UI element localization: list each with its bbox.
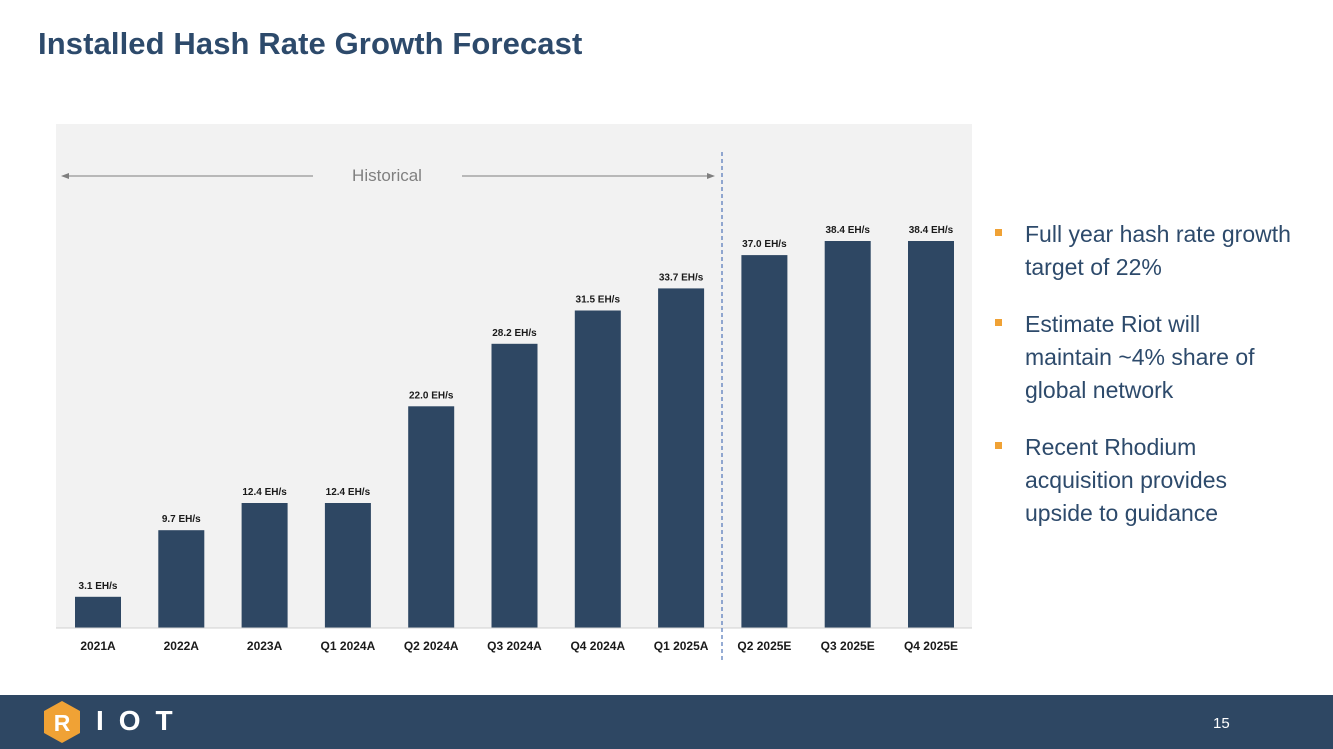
bullet-text: Recent Rhodium acquisition provides upsi… xyxy=(1025,434,1228,526)
x-tick-label: Q2 2024A xyxy=(404,639,459,653)
x-tick-label: Q4 2025E xyxy=(904,639,958,653)
bar-value-label: 28.2 EH/s xyxy=(492,328,537,339)
x-tick-label: Q1 2025A xyxy=(654,639,709,653)
bar-value-label: 9.7 EH/s xyxy=(162,514,201,525)
historical-label: Historical xyxy=(352,166,422,185)
bar-q3-2025e xyxy=(824,241,871,628)
bar-q3-2024a xyxy=(491,343,538,628)
x-tick-label: Q4 2024A xyxy=(570,639,625,653)
bar-2023a xyxy=(241,503,288,628)
bullet-item: Estimate Riot will maintain ~4% share of… xyxy=(993,308,1293,407)
bullet-text: Estimate Riot will maintain ~4% share of… xyxy=(1025,311,1255,403)
bullet-text: Full year hash rate growth target of 22% xyxy=(1025,221,1291,280)
bar-q4-2024a xyxy=(574,310,621,628)
page-number: 15 xyxy=(1213,715,1230,732)
x-tick-label: 2023A xyxy=(247,639,283,653)
hash-rate-chart: 3.1 EH/s 2021A 9.7 EH/s 2022A 12.4 EH/s 2023A… xyxy=(56,124,972,660)
bar-value-label: 37.0 EH/s xyxy=(742,239,787,250)
riot-logo-icon: R xyxy=(44,701,80,743)
x-tick-label: Q1 2024A xyxy=(321,639,376,653)
bar-q1-2025a xyxy=(658,288,705,628)
bar-2022a xyxy=(158,530,205,628)
bar-value-label: 3.1 EH/s xyxy=(79,581,118,592)
bar-value-label: 22.0 EH/s xyxy=(409,390,454,401)
bar-q2-2025e xyxy=(741,255,788,628)
bar-q1-2024a xyxy=(324,503,371,628)
bar-value-label: 12.4 EH/s xyxy=(326,487,371,498)
logo-letter: R xyxy=(54,710,71,736)
x-tick-label: 2021A xyxy=(80,639,116,653)
bar-q2-2024a xyxy=(408,406,455,628)
bullet-square-icon xyxy=(995,229,1002,236)
bar-value-label: 31.5 EH/s xyxy=(576,295,621,306)
bar-2021a xyxy=(75,596,121,628)
x-tick-label: Q3 2024A xyxy=(487,639,542,653)
bar-value-label: 38.4 EH/s xyxy=(825,225,870,236)
bar-q4-2025e xyxy=(908,241,954,628)
bar-value-label: 33.7 EH/s xyxy=(659,272,704,283)
arrow-left-head-icon xyxy=(61,173,69,179)
x-tick-label: Q3 2025E xyxy=(821,639,875,653)
logo-wordmark: IOT xyxy=(96,705,188,736)
x-tick-label: Q2 2025E xyxy=(737,639,791,653)
bar-value-label: 12.4 EH/s xyxy=(242,487,287,498)
key-points-list: Full year hash rate growth target of 22%… xyxy=(993,218,1293,554)
bullet-square-icon xyxy=(995,442,1002,449)
x-tick-label: 2022A xyxy=(164,639,200,653)
footer-bar: R IOT 15 xyxy=(0,695,1333,749)
bar-value-label: 38.4 EH/s xyxy=(909,225,954,236)
bullet-item: Recent Rhodium acquisition provides upsi… xyxy=(993,431,1293,530)
arrow-right-head-icon xyxy=(707,173,715,179)
page-title: Installed Hash Rate Growth Forecast xyxy=(38,26,583,61)
bullet-item: Full year hash rate growth target of 22% xyxy=(993,218,1293,284)
bullet-square-icon xyxy=(995,319,1002,326)
